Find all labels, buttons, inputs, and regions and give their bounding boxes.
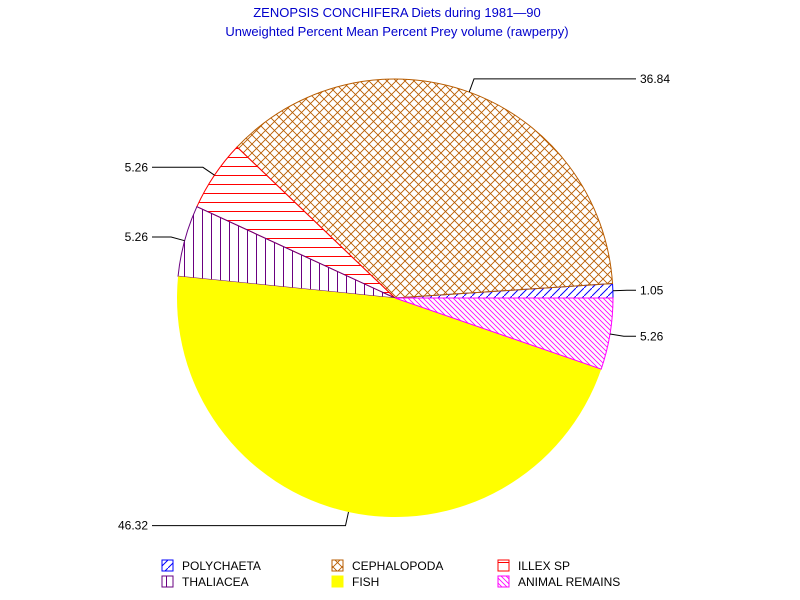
leader-line-animal-remains: [609, 333, 636, 337]
chart-title: ZENOPSIS CONCHIFERA Diets during 1981—90: [253, 5, 541, 20]
leader-line-fish: [152, 511, 349, 527]
legend-swatch-polychaeta: [161, 559, 174, 572]
slice-value-labels: 1.05 36.84 5.26 5.26 46.32 5.26: [118, 72, 670, 533]
leader-line-polychaeta: [612, 289, 636, 292]
legend-label-animal-remains: ANIMAL REMAINS: [518, 575, 620, 589]
legend-label-thaliacea: THALIACEA: [182, 575, 249, 589]
value-label-illex-sp: 5.26: [125, 160, 149, 174]
chart-subtitle: Unweighted Percent Mean Percent Prey vol…: [225, 24, 568, 39]
legend-swatch-cephalopoda: [331, 559, 344, 572]
legend-swatch-thaliacea: [161, 575, 174, 588]
leader-line-cephalopoda: [468, 78, 636, 93]
pie-slice-fish: [176, 276, 602, 517]
leader-line-illex-sp: [152, 166, 215, 176]
legend: POLYCHAETA CEPHALOPODA ILLEX SP THALIACEA FI…: [161, 559, 620, 589]
legend-label-cephalopoda: CEPHALOPODA: [352, 559, 443, 573]
value-label-cephalopoda: 36.84: [640, 72, 670, 86]
leader-line-thaliacea: [152, 236, 185, 242]
value-label-thaliacea: 5.26: [125, 230, 149, 244]
legend-label-polychaeta: POLYCHAETA: [182, 559, 261, 573]
value-label-fish: 46.32: [118, 519, 148, 533]
value-label-animal-remains: 5.26: [640, 329, 664, 343]
legend-label-fish: FISH: [352, 575, 379, 589]
value-label-polychaeta: 1.05: [640, 283, 664, 297]
slice-label-leaders: [152, 78, 636, 527]
legend-swatch-illex-sp: [497, 559, 510, 572]
pie-slices: [176, 78, 614, 517]
legend-label-illex-sp: ILLEX SP: [518, 559, 570, 573]
legend-swatch-fish: [331, 575, 344, 588]
legend-swatch-animal-remains: [497, 575, 510, 588]
